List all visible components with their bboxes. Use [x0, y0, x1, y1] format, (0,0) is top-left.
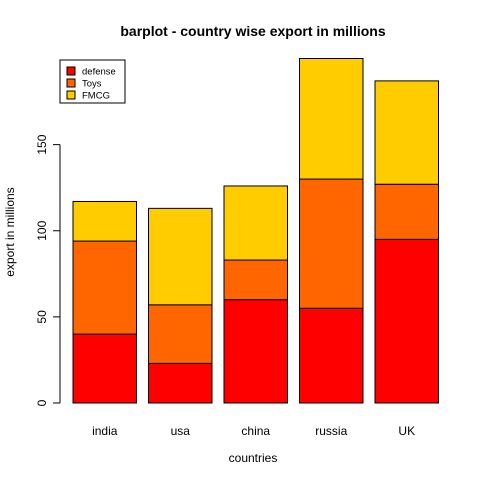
y-axis-label: export in millions [3, 187, 17, 276]
bar-defense-usa [148, 362, 213, 404]
legend-swatch-defense [66, 66, 76, 76]
x-tick-label: india [92, 424, 118, 438]
x-tick-labels: india usa china russia UK [92, 424, 415, 438]
legend-swatch-fmcg [66, 90, 76, 100]
x-tick-label: UK [398, 424, 415, 438]
bar-toys-china [223, 259, 288, 301]
bar-defense-china [223, 299, 288, 404]
bar-defense-uk [374, 238, 439, 404]
x-tick-label: usa [171, 424, 191, 438]
bar-toys-uk [374, 183, 439, 240]
legend-label-fmcg: FMCG [82, 91, 110, 102]
bar-fmcg-uk [374, 80, 439, 185]
bar-toys-usa [148, 304, 213, 364]
bar-fmcg-china [223, 185, 288, 261]
bar-fmcg-russia [299, 58, 364, 180]
bar-defense-india [72, 333, 137, 404]
x-tick-label: china [241, 424, 270, 438]
legend-label-defense: defense [82, 67, 116, 78]
y-tick-label: 100 [35, 220, 49, 240]
bar-fmcg-india [72, 200, 137, 242]
y-tick-label: 0 [35, 399, 49, 406]
bar-toys-india [72, 240, 137, 335]
bar-group [72, 58, 439, 404]
legend-label-toys: Toys [82, 79, 102, 90]
chart-title: barplot - country wise export in million… [120, 23, 385, 39]
bar-defense-russia [299, 307, 364, 404]
x-tick-label: russia [315, 424, 347, 438]
legend-swatch-toys [66, 78, 76, 88]
bar-toys-russia [299, 178, 364, 309]
y-axis: 0 50 100 150 [35, 134, 61, 406]
x-axis-label: countries [229, 451, 278, 465]
y-tick-label: 50 [35, 310, 49, 324]
y-tick-label: 150 [35, 134, 49, 154]
bar-fmcg-usa [148, 207, 213, 306]
